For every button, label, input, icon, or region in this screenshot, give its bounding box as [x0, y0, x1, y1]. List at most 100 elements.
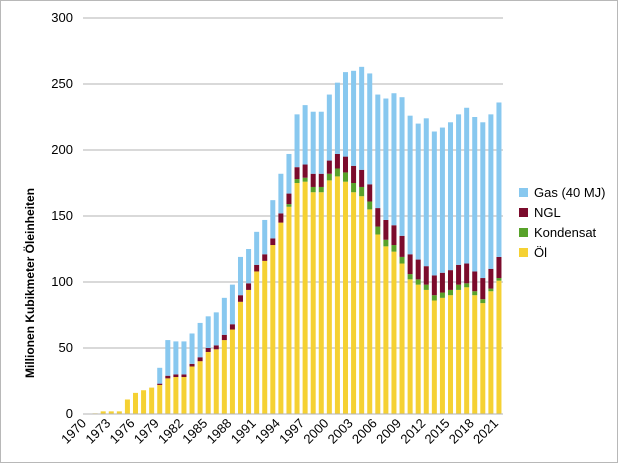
bar-segment: [318, 111, 324, 174]
bar-segment: [359, 66, 365, 170]
bar-segment: [262, 254, 268, 261]
y-tick-label: 100: [51, 274, 73, 289]
bar-segment: [375, 234, 381, 414]
bar-segment: [189, 363, 195, 367]
x-tick-label: 1994: [252, 416, 283, 447]
bar-segment: [213, 345, 219, 350]
bar-segment: [488, 291, 494, 414]
bar-segment: [367, 184, 373, 202]
legend-swatch: [519, 188, 528, 197]
y-tick-labels: 0 50 100 150 200 250 300: [51, 10, 73, 421]
bar-segment: [318, 186, 324, 193]
y-tick-label: 300: [51, 10, 73, 25]
bar-segment: [205, 351, 211, 414]
bar-segment: [270, 245, 276, 414]
bar-segment: [237, 256, 244, 296]
bar-segment: [237, 295, 244, 302]
bar-segment: [310, 111, 316, 174]
x-tick-label: 1976: [107, 416, 138, 447]
bar-segment: [294, 167, 300, 180]
bar-segment: [294, 179, 300, 183]
bars: [92, 66, 502, 414]
bar-segment: [342, 172, 349, 182]
bar-segment: [310, 192, 316, 414]
x-tick-label: 1991: [228, 416, 259, 447]
bar-segment: [423, 266, 429, 285]
x-tick-label: 2006: [349, 416, 380, 447]
bar-segment: [351, 70, 357, 166]
bar-segment: [181, 377, 187, 414]
bar-segment: [407, 115, 413, 255]
x-tick-label: 2021: [470, 416, 501, 447]
bar-segment: [124, 399, 130, 414]
bar-segment: [342, 181, 349, 414]
x-tick-label: 2003: [325, 416, 356, 447]
bar-segment: [383, 98, 389, 220]
bar-segment: [205, 316, 211, 348]
bar-segment: [342, 156, 349, 173]
bar-segment: [237, 301, 244, 414]
x-tick-label: 1988: [203, 416, 234, 447]
bar-segment: [480, 299, 486, 304]
bar-segment: [334, 82, 340, 154]
bar-segment: [399, 256, 405, 264]
bar-segment: [407, 254, 413, 275]
bar-segment: [399, 235, 405, 257]
bar-segment: [262, 219, 268, 255]
bar-segment: [286, 206, 292, 414]
bar-segment: [464, 263, 470, 284]
y-axis-label: Millionen Kubikmeter Öleinheiten: [22, 188, 37, 378]
bar-segment: [157, 367, 163, 384]
bar-segment: [375, 208, 381, 227]
bar-segment: [464, 283, 470, 288]
bar-segment: [100, 411, 106, 414]
bar-segment: [464, 287, 470, 414]
bar-segment: [205, 348, 211, 352]
bar-segment: [157, 384, 163, 414]
y-tick-label: 200: [51, 142, 73, 157]
bar-segment: [351, 165, 357, 183]
bar-segment: [132, 392, 139, 414]
bar-segment: [278, 222, 284, 414]
x-tick-label: 1997: [276, 416, 307, 447]
bar-segment: [456, 114, 462, 265]
legend-label: Gas (40 MJ): [534, 185, 606, 200]
bar-segment: [423, 284, 429, 290]
bar-segment: [488, 114, 494, 269]
bar-segment: [415, 259, 421, 280]
bar-segment: [197, 322, 203, 358]
x-tick-label: 2012: [397, 416, 428, 447]
bar-segment: [399, 97, 405, 236]
bar-segment: [351, 192, 357, 414]
bar-segment: [480, 303, 486, 414]
bar-segment: [367, 209, 373, 414]
bar-segment: [439, 127, 445, 273]
bar-segment: [221, 340, 227, 414]
bar-segment: [173, 374, 179, 378]
x-tick-label: 2018: [446, 416, 477, 447]
bar-segment: [391, 225, 397, 246]
legend-swatch: [519, 208, 528, 217]
bar-segment: [326, 173, 332, 181]
bar-segment: [383, 239, 389, 247]
bar-segment: [488, 288, 494, 292]
bar-segment: [464, 107, 470, 264]
bar-segment: [456, 289, 462, 414]
bar-segment: [447, 295, 454, 414]
bar-segment: [359, 186, 365, 197]
gridlines: [83, 17, 503, 415]
bar-segment: [270, 200, 276, 239]
bar-segment: [149, 387, 155, 414]
bar-segment: [246, 289, 252, 414]
legend-swatch: [519, 228, 528, 237]
bar-segment: [318, 192, 324, 414]
bar-segment: [310, 173, 316, 187]
bar-segment: [302, 164, 308, 178]
bar-segment: [375, 94, 381, 209]
x-tick-label: 1970: [58, 416, 89, 447]
x-tick-label: 2015: [422, 416, 453, 447]
bar-segment: [415, 284, 421, 414]
bar-segment: [213, 349, 219, 414]
bar-segment: [189, 333, 195, 364]
